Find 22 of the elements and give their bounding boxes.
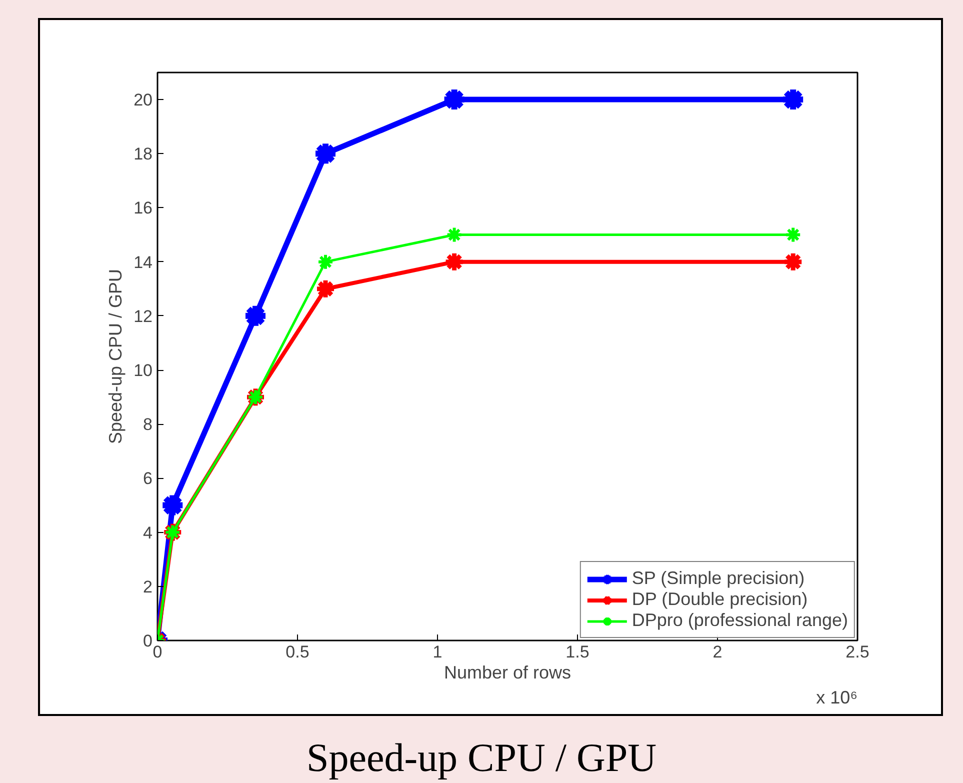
y-tick-label: 16 bbox=[134, 198, 153, 218]
text: x 10⁶ bbox=[816, 688, 858, 708]
x-tick-label: 1 bbox=[432, 642, 442, 662]
x-tick-label: 2.5 bbox=[846, 642, 870, 662]
x-tick-label: 0.5 bbox=[286, 642, 310, 662]
y-tick-label: 10 bbox=[134, 361, 153, 380]
x-tick-label: 1.5 bbox=[566, 642, 590, 662]
y-tick-label: 4 bbox=[143, 523, 153, 542]
y-tick-label: 8 bbox=[143, 415, 153, 434]
y-tick-label: 20 bbox=[134, 90, 153, 110]
text: Speed-up CPU / GPU bbox=[306, 734, 657, 782]
y-tick-label: 2 bbox=[143, 577, 153, 596]
legend-label: DPpro (professional range) bbox=[632, 610, 848, 631]
y-tick-label: 14 bbox=[134, 252, 153, 272]
x-axis-title: Number of rows bbox=[444, 662, 572, 682]
y-tick-label: 6 bbox=[143, 469, 153, 488]
legend-label: SP (Simple precision) bbox=[632, 568, 805, 589]
y-axis-title: Speed-up CPU / GPU bbox=[106, 268, 126, 444]
legend-label: DP (Double precision) bbox=[632, 589, 808, 610]
x-tick-label: 2 bbox=[712, 642, 722, 662]
y-tick-label: 18 bbox=[134, 144, 153, 164]
y-tick-label: 12 bbox=[134, 306, 153, 326]
